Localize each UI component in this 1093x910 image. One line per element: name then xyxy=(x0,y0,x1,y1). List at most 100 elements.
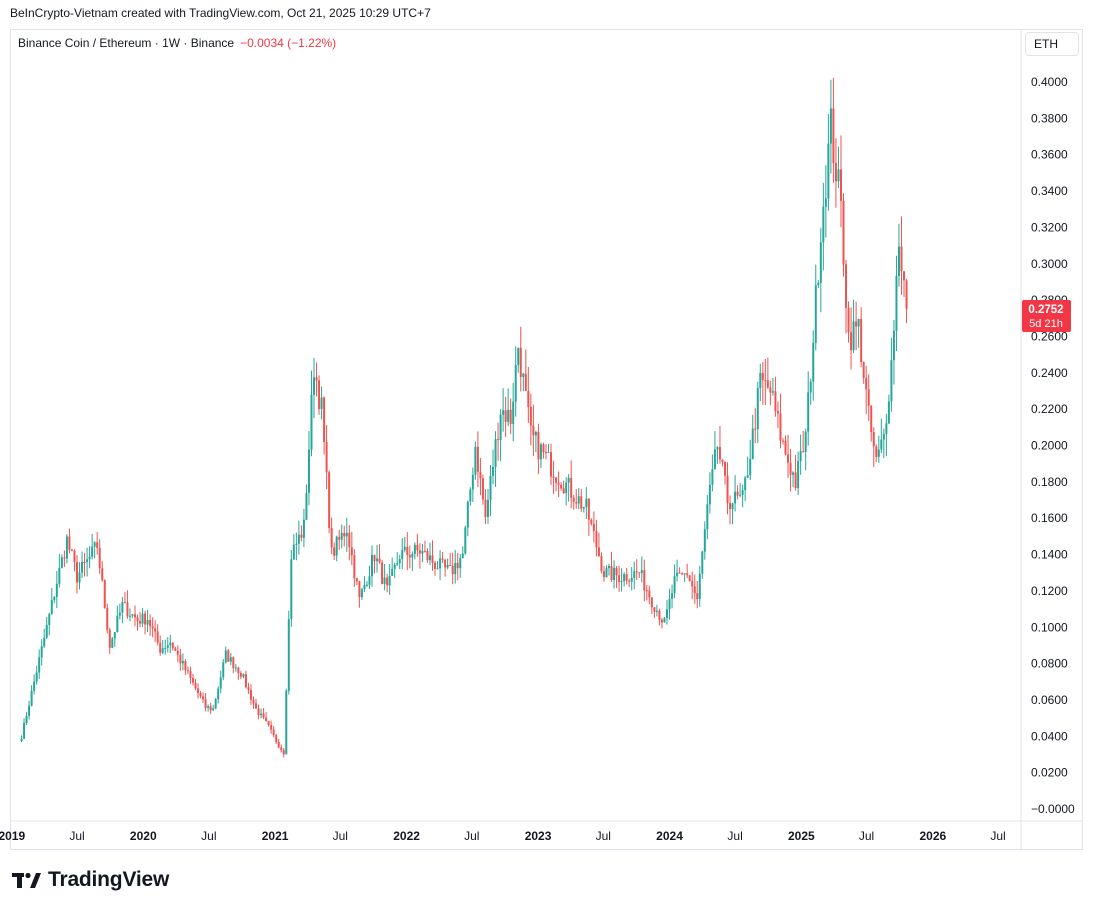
candle xyxy=(111,637,114,649)
candle xyxy=(499,409,502,462)
candle xyxy=(275,733,278,745)
candle xyxy=(615,565,618,589)
candle xyxy=(814,264,817,351)
candle xyxy=(471,467,474,503)
x-tick-label: 2019 xyxy=(0,829,25,843)
candle xyxy=(562,480,565,494)
candle xyxy=(789,448,792,492)
candle xyxy=(313,358,316,419)
candle xyxy=(343,525,346,547)
candle xyxy=(550,443,553,485)
candle xyxy=(660,617,663,629)
candle xyxy=(166,637,169,653)
candle xyxy=(567,474,570,502)
candle xyxy=(608,563,611,576)
candle xyxy=(411,551,414,571)
candle xyxy=(355,577,358,586)
candle xyxy=(459,554,462,578)
candle xyxy=(787,434,790,478)
candle xyxy=(570,460,573,509)
candle xyxy=(197,683,200,699)
x-tick-label: Jul xyxy=(464,829,479,843)
candle xyxy=(418,543,421,569)
candle xyxy=(708,472,711,514)
last-price-label: 0.2752 xyxy=(1028,304,1063,316)
candle xyxy=(320,386,323,420)
candle xyxy=(40,639,43,666)
candle xyxy=(860,307,863,367)
y-tick-label: 0.1200 xyxy=(1031,584,1068,598)
candle xyxy=(597,532,600,557)
candle xyxy=(618,565,621,592)
candle xyxy=(807,371,810,446)
x-tick-label: Jul xyxy=(333,829,348,843)
candle xyxy=(58,554,61,588)
y-tick-label: 0.0400 xyxy=(1031,729,1068,743)
candle xyxy=(870,404,873,442)
candle xyxy=(217,686,220,704)
candle xyxy=(292,533,295,561)
y-tick-label: 0.2600 xyxy=(1031,329,1068,343)
y-tick-label: 0.3200 xyxy=(1031,220,1068,234)
candle xyxy=(50,588,53,615)
candle xyxy=(681,572,684,576)
candle xyxy=(837,146,840,188)
candle xyxy=(35,665,38,685)
candle xyxy=(285,688,288,755)
candle xyxy=(33,674,36,695)
candle xyxy=(181,653,184,671)
candle xyxy=(887,394,890,425)
candle xyxy=(310,370,313,457)
y-tick-label: 0.0200 xyxy=(1031,766,1068,780)
candle xyxy=(797,451,800,495)
candle xyxy=(492,449,495,485)
candle xyxy=(759,363,762,402)
candle xyxy=(701,550,704,579)
candle xyxy=(514,346,517,417)
candle xyxy=(784,435,787,456)
candle xyxy=(20,735,23,742)
currency-button[interactable]: ETH xyxy=(1025,32,1079,56)
candle xyxy=(903,271,906,297)
y-tick-label: 0.1000 xyxy=(1031,620,1068,634)
x-tick-label: 2022 xyxy=(393,829,420,843)
x-tick-label: 2021 xyxy=(262,829,289,843)
candle xyxy=(28,700,31,720)
candle xyxy=(146,610,149,633)
candle xyxy=(103,579,106,609)
symbol-legend: Binance Coin / Ethereum · 1W · Binance −0… xyxy=(18,36,336,50)
candle xyxy=(287,610,290,695)
candle xyxy=(255,698,258,710)
candle xyxy=(686,563,689,579)
candle xyxy=(650,597,653,615)
candle xyxy=(78,562,81,590)
tradingview-logo-icon xyxy=(12,872,41,888)
candle xyxy=(610,551,613,583)
candle xyxy=(476,431,479,487)
candle xyxy=(75,555,78,594)
candle xyxy=(373,554,376,574)
candle xyxy=(512,382,515,442)
candle xyxy=(744,475,747,501)
candle xyxy=(486,488,489,525)
candle xyxy=(829,79,832,174)
candle xyxy=(754,408,757,444)
candle xyxy=(272,726,275,738)
candle xyxy=(489,464,492,517)
candle xyxy=(340,524,343,549)
candle xyxy=(809,378,812,405)
brand-name: TradingView xyxy=(48,868,170,891)
candle xyxy=(91,533,94,560)
candle xyxy=(388,564,391,595)
y-tick-label: 0.1600 xyxy=(1031,511,1068,525)
candle xyxy=(43,628,46,649)
candle xyxy=(60,554,63,569)
candle xyxy=(360,587,363,601)
candle xyxy=(371,545,374,587)
candle xyxy=(116,605,119,633)
candle xyxy=(756,381,759,444)
candle xyxy=(882,428,885,459)
candle xyxy=(517,347,520,373)
candle xyxy=(194,678,197,691)
